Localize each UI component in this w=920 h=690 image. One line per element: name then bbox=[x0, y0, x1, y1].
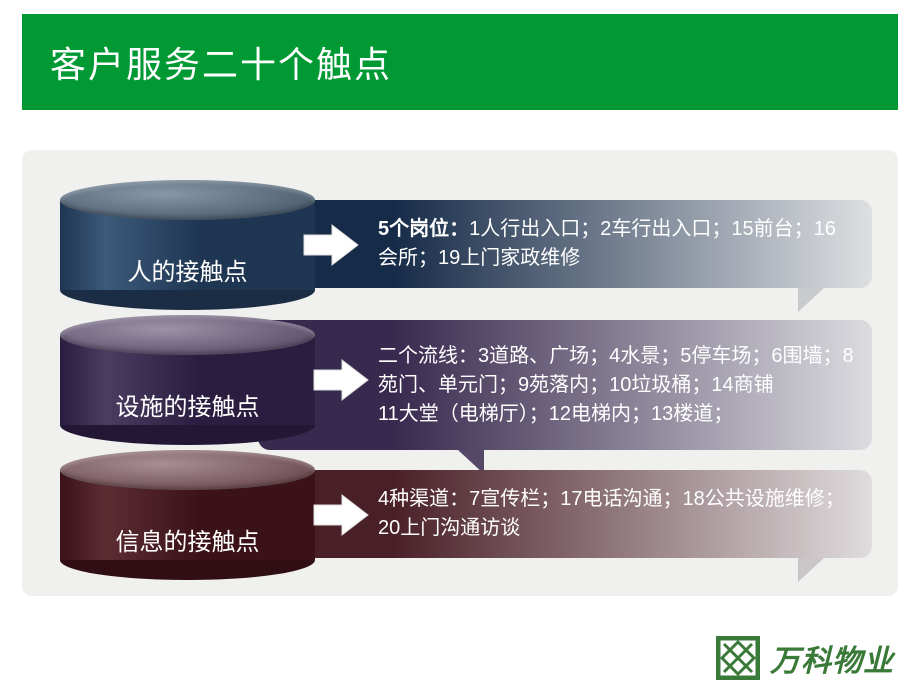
callout-text: 二个流线：3道路、广场；4水景；5停车场；6围墙；8苑门、单元门；9苑落内；10… bbox=[378, 342, 854, 429]
callout-text: 4种渠道：7宣传栏；17电话沟通；18公共设施维修；20上门沟通访谈 bbox=[378, 485, 854, 543]
logo-text: 万科物业 bbox=[770, 636, 894, 680]
vanke-logo-icon bbox=[716, 636, 760, 680]
title-bar: 客户服务二十个触点 bbox=[22, 14, 898, 110]
cylinder-2: 信息的接触点 bbox=[60, 450, 315, 580]
cylinder-0: 人的接触点 bbox=[60, 180, 315, 310]
arrow-icon bbox=[302, 223, 360, 267]
cylinder-1: 设施的接触点 bbox=[60, 315, 315, 445]
logo: 万科物业 bbox=[716, 636, 894, 680]
cylinder-label: 信息的接触点 bbox=[60, 522, 315, 557]
cylinder-label: 设施的接触点 bbox=[60, 387, 315, 422]
callout-tail bbox=[798, 558, 824, 582]
callout-tail bbox=[798, 288, 824, 312]
arrow-icon bbox=[312, 358, 370, 402]
content-box: 5个岗位：1人行出入口；2车行出入口；15前台；16会所；19上门家政维修人的接… bbox=[22, 150, 898, 596]
cylinder-label: 人的接触点 bbox=[60, 252, 315, 287]
callout-text: 5个岗位：1人行出入口；2车行出入口；15前台；16会所；19上门家政维修 bbox=[378, 215, 854, 273]
page-title: 客户服务二十个触点 bbox=[50, 36, 392, 88]
arrow-icon bbox=[312, 493, 370, 537]
